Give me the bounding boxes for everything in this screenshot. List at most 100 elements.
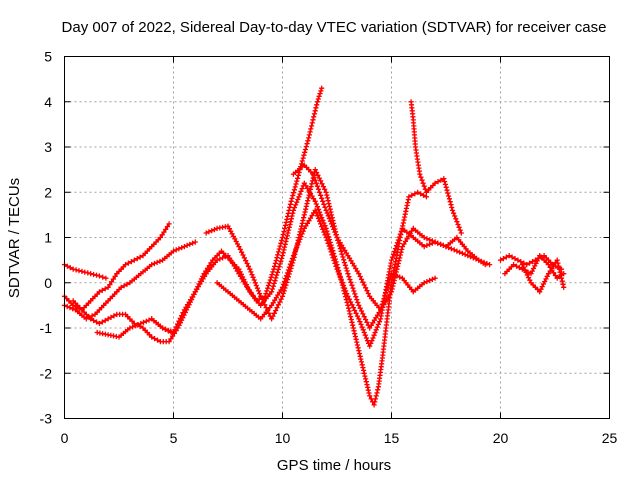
data-point [111, 313, 117, 319]
data-point [346, 274, 352, 280]
data-point [347, 311, 353, 317]
y-tick-label: -3 [40, 411, 53, 427]
data-point [301, 215, 307, 221]
data-point [305, 195, 311, 201]
data-point [442, 181, 448, 187]
data-point [127, 325, 133, 331]
data-point [352, 291, 358, 297]
data-point [184, 242, 190, 248]
data-point [368, 340, 374, 346]
data-point [206, 229, 212, 235]
data-point [454, 219, 460, 225]
data-point [398, 228, 404, 234]
data-point [339, 280, 346, 286]
data-point [454, 248, 460, 254]
data-point [367, 343, 373, 349]
data-point [369, 338, 375, 344]
data-point [291, 187, 297, 193]
data-point [176, 318, 182, 324]
data-point [345, 293, 351, 299]
data-point [162, 326, 168, 332]
data-point [330, 255, 336, 261]
data-point [320, 198, 326, 204]
data-point [64, 263, 70, 269]
data-point [67, 265, 73, 271]
data-point [322, 223, 328, 229]
data-point [289, 195, 295, 201]
data-point [284, 236, 290, 242]
data-point [257, 291, 263, 297]
data-point [373, 393, 379, 399]
data-point [271, 310, 277, 316]
data-point [547, 268, 553, 274]
data-point [170, 248, 177, 254]
data-point [163, 226, 169, 232]
data-point [396, 258, 402, 264]
data-point [374, 390, 380, 396]
data-point [269, 272, 275, 278]
data-point [359, 362, 365, 368]
data-point [409, 192, 415, 198]
data-point [331, 257, 337, 264]
data-point [487, 262, 493, 268]
data-point [300, 228, 306, 234]
data-point [306, 132, 312, 138]
data-point [296, 194, 302, 200]
data-point [421, 183, 427, 189]
data-point [318, 221, 324, 227]
data-point [245, 263, 251, 269]
data-point [290, 192, 296, 199]
data-point [331, 226, 337, 232]
chart-title: Day 007 of 2022, Sidereal Day-to-day VTE… [62, 19, 607, 36]
data-point [549, 265, 555, 271]
data-point [323, 189, 329, 195]
data-point [462, 251, 468, 258]
data-point [122, 262, 129, 268]
data-point [399, 244, 405, 250]
data-point [302, 209, 308, 215]
data-point [353, 336, 359, 342]
data-point [338, 248, 344, 254]
data-point [266, 280, 272, 286]
data-point [105, 284, 111, 290]
data-point [271, 266, 277, 272]
data-point [366, 390, 372, 396]
data-point [327, 206, 333, 212]
data-point [99, 319, 105, 325]
data-point [108, 314, 114, 320]
data-point [285, 267, 291, 273]
data-point [354, 313, 360, 319]
data-point [342, 262, 348, 268]
data-point [190, 240, 196, 246]
data-point [350, 285, 356, 291]
data-point [365, 387, 371, 393]
data-point [313, 180, 319, 186]
data-point [363, 285, 369, 291]
data-point [353, 310, 359, 316]
data-point [325, 198, 331, 204]
data-point [371, 332, 377, 338]
data-point [357, 305, 363, 311]
data-point [279, 237, 285, 243]
data-point [274, 269, 281, 275]
data-point [220, 255, 226, 261]
data-point [326, 234, 332, 240]
data-point [448, 246, 454, 252]
x-tick-label: 5 [170, 430, 178, 446]
data-point [290, 210, 296, 216]
data-point [316, 93, 322, 99]
data-point [338, 277, 344, 283]
data-point [76, 268, 82, 274]
data-point [560, 281, 566, 287]
data-point [319, 85, 325, 91]
data-point [270, 283, 276, 289]
data-point [358, 308, 365, 314]
data-point [393, 243, 400, 249]
data-point [214, 257, 220, 263]
data-point [67, 305, 73, 311]
data-point [445, 190, 451, 196]
data-point [244, 260, 250, 267]
series-track-10 [408, 99, 464, 236]
data-point [251, 277, 257, 283]
